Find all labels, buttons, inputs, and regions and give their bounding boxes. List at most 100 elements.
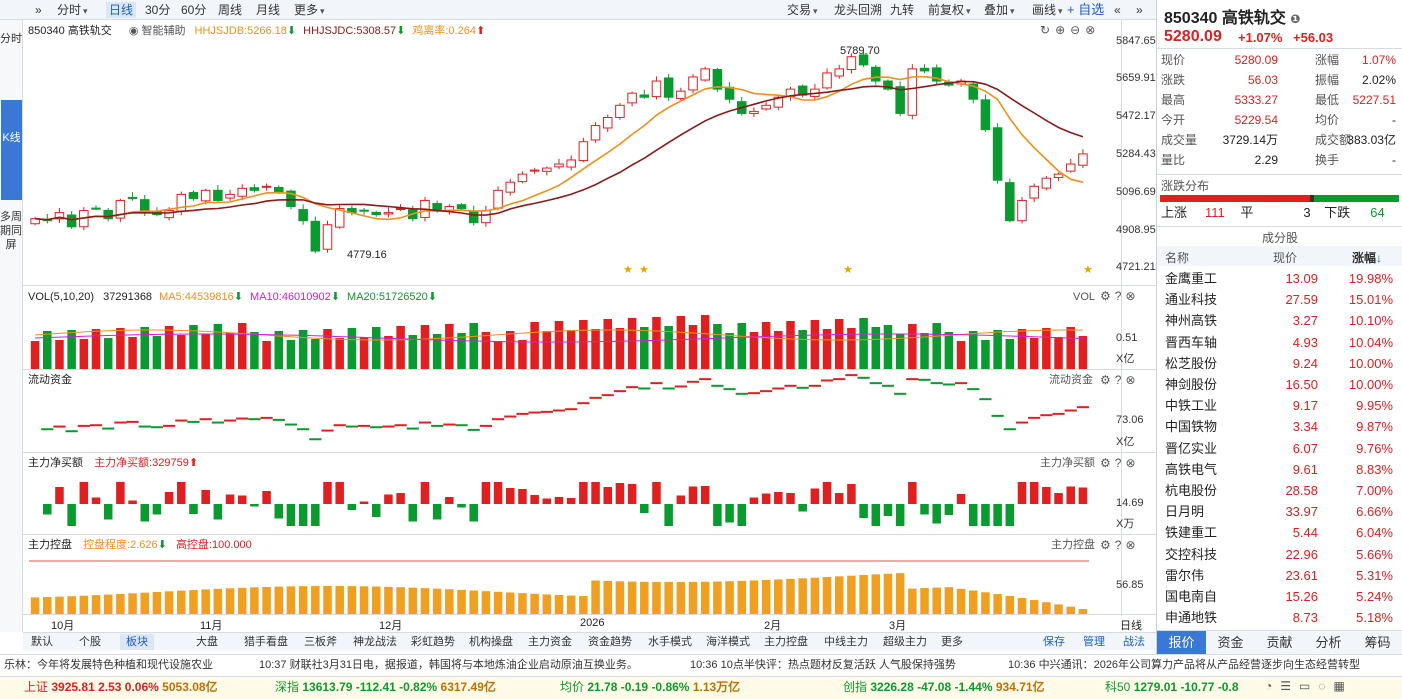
indicator-tab[interactable]: 板块 <box>120 634 154 650</box>
list-item[interactable]: 日月明 33.97 6.66% <box>1157 501 1402 522</box>
indicator-tab[interactable]: 资金趋势 <box>588 636 632 648</box>
help-icon[interactable]: ? <box>1114 289 1126 303</box>
more-period-button[interactable]: 更多 <box>291 2 328 18</box>
refresh-icon[interactable]: ↻ <box>1040 23 1056 37</box>
list-item[interactable]: 高铁电气 9.61 8.83% <box>1157 459 1402 480</box>
list-item[interactable]: 松芝股份 9.24 10.00% <box>1157 353 1402 374</box>
indicator-tab[interactable]: 水手模式 <box>648 636 692 648</box>
multi-period-button[interactable]: 多周期同屏 <box>0 211 22 251</box>
index-item[interactable]: 上证 3925.81 2.53 0.06% 5053.08亿 <box>24 677 218 698</box>
list-item[interactable]: 晋亿实业 6.07 9.76% <box>1157 438 1402 459</box>
list-item[interactable]: 国电南自 15.26 5.24% <box>1157 586 1402 607</box>
quote-tab[interactable]: 分析 <box>1315 635 1342 650</box>
list-item[interactable]: 神州高铁 3.27 10.10% <box>1157 310 1402 331</box>
tab-monthly[interactable]: 月线 <box>256 3 281 17</box>
list-item[interactable]: 交控科技 22.96 5.66% <box>1157 544 1402 565</box>
tab-action-button[interactable]: 管理 <box>1083 636 1105 648</box>
index-item[interactable]: 科50 1279.01 -10.77 -0.8 <box>1105 677 1239 698</box>
indicator-tab[interactable]: 主力资金 <box>528 636 572 648</box>
close-icon[interactable]: ⊗ <box>1125 538 1140 552</box>
news-item[interactable]: 10:37 财联社3月31日电，据报道，韩国将与本地炼油企业启动原油互换业务。 <box>259 659 638 671</box>
list-item[interactable]: 晋西车轴 4.93 10.04% <box>1157 332 1402 353</box>
indicator-tab[interactable]: 更多 <box>941 636 963 648</box>
indicator-tab[interactable]: 机构操盘 <box>469 636 513 648</box>
grid-icon[interactable]: ▦ <box>1333 679 1353 693</box>
news-item[interactable]: 10:36 10点半快评：热点题材反复活跃 人气股保持强势 <box>690 659 956 671</box>
indicator-tab[interactable]: 主力控盘 <box>764 636 808 648</box>
tab-action-button[interactable]: 保存 <box>1043 636 1065 648</box>
close-icon[interactable]: ⊗ <box>1085 23 1101 37</box>
info-icon[interactable]: ❶ <box>1290 12 1301 26</box>
expand-icon[interactable]: » <box>1136 3 1143 17</box>
indicator-tab[interactable]: 三板斧 <box>304 636 337 648</box>
quote-tab[interactable]: 报价 <box>1157 631 1206 654</box>
fenshi-view-button[interactable]: 分时 <box>0 33 22 45</box>
add-watchlist-button[interactable]: + 自选 <box>1067 2 1105 17</box>
smart-assist-toggle[interactable]: ◉ 智能辅助 <box>128 25 186 37</box>
index-item[interactable]: 深指 13613.79 -112.41 -0.82% 6317.49亿 <box>275 677 496 698</box>
menu-icon[interactable]: ☰ <box>1280 679 1300 693</box>
overlay-button[interactable]: 叠加 <box>981 2 1018 18</box>
list-item[interactable]: 雷尔伟 23.61 5.31% <box>1157 565 1402 586</box>
indicator-tab[interactable]: 中线主力 <box>824 636 868 648</box>
prev-icon[interactable]: « <box>1114 3 1121 17</box>
kline-view-button[interactable]: K线 <box>1 100 22 200</box>
help-icon[interactable]: ? <box>1114 538 1126 552</box>
tab-weekly[interactable]: 周线 <box>218 3 243 17</box>
zoom-out-icon[interactable]: ⊖ <box>1070 23 1086 37</box>
close-icon[interactable]: ⊗ <box>1125 373 1140 387</box>
gear-icon[interactable]: ⚙ <box>1100 373 1115 387</box>
leader-backtrack-button[interactable]: 龙头回溯 <box>834 3 883 17</box>
col-pct[interactable]: 涨幅↓ <box>1352 249 1382 266</box>
indicator-tab[interactable]: 大盘 <box>196 636 218 648</box>
indicator-tab[interactable]: 海洋模式 <box>706 636 750 648</box>
bell-icon[interactable]: ◔ <box>1265 679 1281 693</box>
list-item[interactable]: 通业科技 27.59 15.01% <box>1157 289 1402 310</box>
list-item[interactable]: 中国铁物 3.34 9.87% <box>1157 416 1402 437</box>
trade-button[interactable]: 交易 <box>784 2 821 18</box>
index-item[interactable]: 均价 21.78 -0.19 -0.86% 1.13万亿 <box>560 677 740 698</box>
gear-icon[interactable]: ⚙ <box>1100 538 1115 552</box>
gear-icon[interactable]: ⚙ <box>1100 289 1115 303</box>
news-item[interactable]: 10:36 中兴通讯：2026年公司算力产品将从产品经营逐步向生态经营转型 <box>1008 659 1361 671</box>
tab-daily[interactable]: 日线 <box>106 2 137 18</box>
indicator-tab[interactable]: 默认 <box>31 636 53 648</box>
close-icon[interactable]: ⊗ <box>1125 289 1140 303</box>
list-item[interactable]: 申通地铁 8.73 5.18% <box>1157 607 1402 628</box>
zoom-in-icon[interactable]: ⊕ <box>1055 23 1071 37</box>
indicator-tab[interactable]: 个股 <box>79 636 101 648</box>
news-item[interactable]: 乐林：今年将发展特色种植和现代设施农业 <box>4 659 213 671</box>
tab-fenshi[interactable]: 分时 <box>54 2 91 18</box>
list-item[interactable]: 神剑股份 16.50 10.00% <box>1157 374 1402 395</box>
collapse-icon[interactable]: » <box>35 3 42 17</box>
indicator-tab[interactable]: 超级主力 <box>883 636 927 648</box>
quote-tab[interactable]: 贡献 <box>1266 635 1293 650</box>
close-icon[interactable]: ⊗ <box>1125 456 1140 470</box>
screen-icon[interactable]: ▭ <box>1299 679 1319 693</box>
adjust-button[interactable]: 前复权 <box>925 2 974 18</box>
candle <box>298 209 308 222</box>
net-buy-bar <box>883 504 893 516</box>
indicator-tab[interactable]: 彩虹趋势 <box>411 636 455 648</box>
list-item[interactable]: 金鹰重工 13.09 19.98% <box>1157 268 1402 289</box>
tab-30min[interactable]: 30分 <box>145 3 171 17</box>
col-price[interactable]: 现价 <box>1273 251 1298 265</box>
tab-action-button[interactable]: 战法 <box>1123 636 1145 648</box>
quote-tab[interactable]: 筹码 <box>1364 635 1391 650</box>
col-name[interactable]: 名称 <box>1165 251 1190 265</box>
gear-icon[interactable]: ⚙ <box>1100 456 1115 470</box>
help-icon[interactable]: ? <box>1114 456 1126 470</box>
list-item[interactable]: 铁建重工 5.44 6.04% <box>1157 522 1402 543</box>
chat-icon[interactable]: ◌ <box>1318 679 1334 693</box>
draw-button[interactable]: 画线 <box>1029 2 1066 18</box>
help-icon[interactable]: ? <box>1114 373 1126 387</box>
list-item[interactable]: 中铁工业 9.17 9.95% <box>1157 395 1402 416</box>
index-item[interactable]: 创指 3226.28 -47.08 -1.44% 934.71亿 <box>843 677 1045 698</box>
quote-tab[interactable]: 资金 <box>1217 635 1244 650</box>
list-item[interactable]: 杭电股份 28.58 7.00% <box>1157 480 1402 501</box>
control-bar <box>250 587 259 614</box>
nine-turn-button[interactable]: 九转 <box>890 3 915 17</box>
indicator-tab[interactable]: 猎手看盘 <box>244 636 288 648</box>
tab-60min[interactable]: 60分 <box>181 3 207 17</box>
indicator-tab[interactable]: 神龙战法 <box>353 636 397 648</box>
